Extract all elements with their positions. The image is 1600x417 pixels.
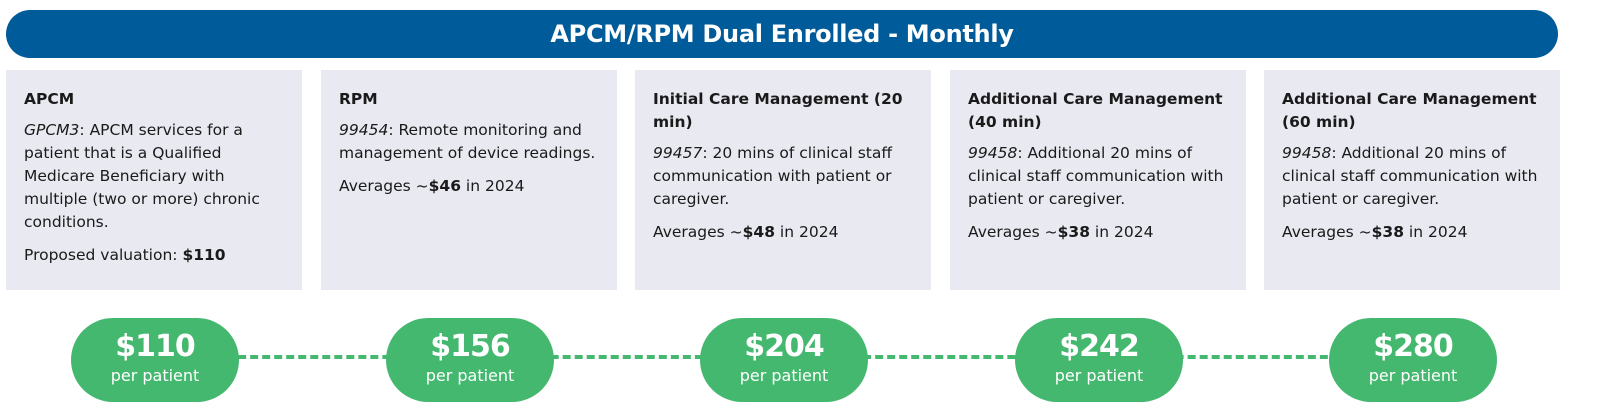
cumulative-total-pill: $110 per patient: [71, 318, 239, 402]
total-value: $204: [744, 329, 825, 364]
card-description: GPCM3: APCM services for a patient that …: [24, 119, 286, 234]
card-description: 99454: Remote monitoring and management …: [339, 119, 601, 165]
card-title: APCM: [24, 90, 75, 108]
billing-code: 99457: [653, 144, 703, 162]
card-value-line: Averages ~$38 in 2024: [1282, 221, 1544, 244]
value-amount: $48: [742, 223, 775, 241]
total-value: $156: [430, 329, 511, 364]
card-description: 99458: Additional 20 mins of clinical st…: [968, 142, 1230, 211]
card-title: Initial Care Management (20 min): [653, 90, 903, 131]
description-text: : APCM services for a patient that is a …: [24, 121, 260, 231]
card-description: 99457: 20 mins of clinical staff communi…: [653, 142, 915, 211]
total-label: per patient: [1054, 366, 1144, 385]
billing-code: 99454: [339, 121, 389, 139]
description-text: : Additional 20 mins of clinical staff c…: [1282, 144, 1538, 208]
card-value-line: Proposed valuation: $110: [24, 244, 286, 267]
value-prefix: Averages ~: [339, 177, 429, 195]
total-value: $242: [1059, 329, 1140, 364]
cumulative-total-pill: $156 per patient: [386, 318, 554, 402]
cumulative-total-pill: $242 per patient: [1015, 318, 1183, 402]
card-value-line: Averages ~$38 in 2024: [968, 221, 1230, 244]
card-title: Additional Care Management (60 min): [1282, 90, 1537, 131]
billing-code: GPCM3: [24, 121, 80, 139]
service-card: Initial Care Management (20 min) 99457: …: [635, 70, 931, 290]
value-suffix: in 2024: [1090, 223, 1154, 241]
value-prefix: Averages ~: [653, 223, 743, 241]
card-title: RPM: [339, 90, 378, 108]
description-text: : 20 mins of clinical staff communicatio…: [653, 144, 893, 208]
cumulative-total-pill: $280 per patient: [1329, 318, 1497, 402]
card-description: 99458: Additional 20 mins of clinical st…: [1282, 142, 1544, 211]
card-value-line: Averages ~$48 in 2024: [653, 221, 915, 244]
value-suffix: in 2024: [461, 177, 525, 195]
value-prefix: Averages ~: [1282, 223, 1372, 241]
value-suffix: in 2024: [1404, 223, 1468, 241]
value-amount: $46: [428, 177, 461, 195]
service-card: Additional Care Management (60 min) 9945…: [1264, 70, 1560, 290]
total-value: $110: [115, 329, 196, 364]
value-suffix: in 2024: [775, 223, 839, 241]
card-title: Additional Care Management (40 min): [968, 90, 1223, 131]
value-prefix: Averages ~: [968, 223, 1058, 241]
value-prefix: Proposed valuation:: [24, 246, 183, 264]
service-card: APCM GPCM3: APCM services for a patient …: [6, 70, 302, 290]
value-amount: $110: [182, 246, 226, 264]
title-banner: APCM/RPM Dual Enrolled - Monthly: [6, 10, 1558, 58]
cumulative-total-pill: $204 per patient: [700, 318, 868, 402]
value-amount: $38: [1371, 223, 1404, 241]
service-card: RPM 99454: Remote monitoring and managem…: [321, 70, 617, 290]
total-label: per patient: [1368, 366, 1458, 385]
total-label: per patient: [110, 366, 200, 385]
total-label: per patient: [739, 366, 829, 385]
page-title: APCM/RPM Dual Enrolled - Monthly: [550, 20, 1014, 48]
total-label: per patient: [425, 366, 515, 385]
billing-code: 99458: [1282, 144, 1332, 162]
description-text: : Remote monitoring and management of de…: [339, 121, 596, 162]
total-value: $280: [1373, 329, 1454, 364]
description-text: : Additional 20 mins of clinical staff c…: [968, 144, 1224, 208]
billing-code: 99458: [968, 144, 1018, 162]
service-card: Additional Care Management (40 min) 9945…: [950, 70, 1246, 290]
value-amount: $38: [1057, 223, 1090, 241]
card-value-line: Averages ~$46 in 2024: [339, 175, 601, 198]
